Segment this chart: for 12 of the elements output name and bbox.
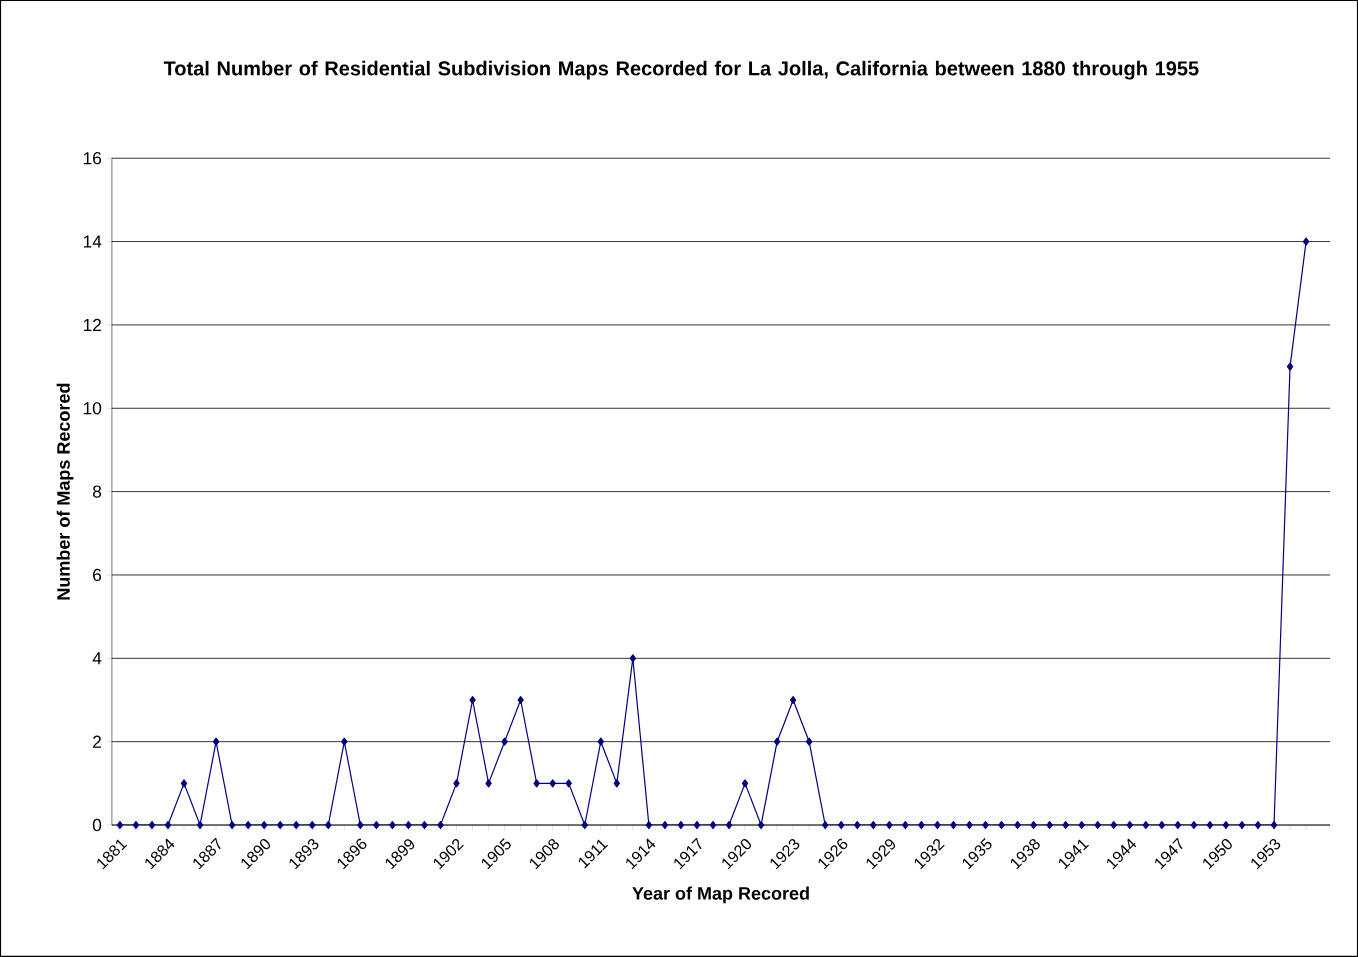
y-tick-label: 2 bbox=[93, 735, 101, 748]
x-axis-title: Year of Map Recored bbox=[632, 886, 809, 904]
y-tick-label: 14 bbox=[83, 235, 102, 248]
y-tick-label: 10 bbox=[83, 402, 102, 415]
y-tick-label: 6 bbox=[93, 568, 102, 582]
y-tick-label: 16 bbox=[83, 152, 102, 165]
y-tick-label: 0 bbox=[92, 818, 102, 832]
y-axis-title: Number of Maps Recored bbox=[56, 383, 74, 600]
y-tick-label: 12 bbox=[83, 318, 101, 332]
y-tick-label: 4 bbox=[92, 652, 102, 665]
chart-title: Total Number of Residential Subdivision Maps Recorded for La Jolla, California between 1880 through 1955 bbox=[163, 60, 1199, 80]
y-tick-label: 8 bbox=[92, 485, 102, 498]
